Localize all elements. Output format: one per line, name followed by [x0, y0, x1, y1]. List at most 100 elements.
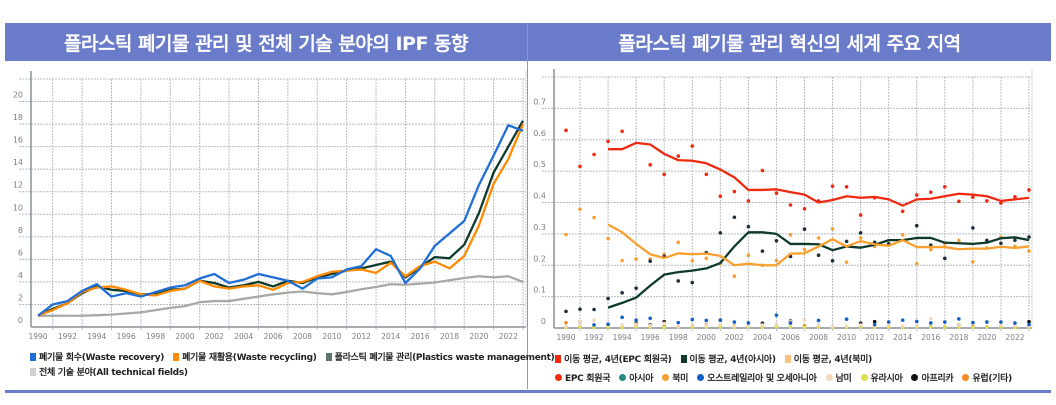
left-y-tick-label: 4: [18, 271, 23, 280]
legend-label: 아프리카: [921, 371, 953, 384]
scatter-point: [775, 191, 779, 195]
left-y-tick-label: 6: [18, 248, 23, 257]
right-x-tick-label: 1992: [585, 333, 604, 342]
scatter-point: [859, 213, 863, 217]
scatter-point: [564, 129, 568, 133]
scatter-point: [620, 129, 624, 133]
scatter-point: [901, 209, 905, 213]
scatter-point: [859, 231, 863, 235]
legend-item-plastics-waste-management: 플라스틱 폐기물 관리(Plastics waste management): [326, 350, 555, 363]
right-y-tick-label: 0.6: [533, 129, 546, 138]
scatter-point: [719, 231, 723, 235]
scatter-point: [929, 248, 933, 252]
legend-item-2: 북미: [662, 371, 688, 384]
left-x-tick-label: 2002: [205, 332, 224, 341]
scatter-point: [831, 227, 835, 231]
legend-swatch: [173, 353, 179, 361]
left-x-tick-label: 2018: [440, 332, 459, 341]
scatter-point: [690, 259, 694, 263]
right-y-tick-label: 0.5: [533, 160, 546, 169]
right-x-tick-label: 2002: [725, 333, 744, 342]
right-y-tick-label: 0.7: [533, 97, 546, 106]
scatter-point: [985, 320, 989, 324]
scatter-point: [803, 318, 807, 322]
scatter-point: [676, 325, 680, 329]
scatter-point: [733, 320, 737, 324]
legend-item-waste-recovery: 폐기물 회수(Waste recovery): [30, 350, 164, 363]
right-x-tick-label: 2012: [865, 333, 884, 342]
scatter-point: [1027, 188, 1031, 192]
scatter-point: [606, 140, 610, 144]
left-x-tick-label: 2006: [264, 332, 283, 341]
right-x-tick-label: 1996: [641, 333, 660, 342]
scatter-point: [733, 324, 737, 328]
scatter-point: [592, 153, 596, 157]
scatter-point: [705, 324, 709, 328]
scatter-point: [775, 313, 779, 317]
left-x-tick-label: 2020: [469, 332, 488, 341]
left-legend: 폐기물 회수(Waste recovery) 폐기물 재활용(Waste rec…: [30, 349, 525, 379]
legend-item-6: 아프리카: [911, 371, 953, 384]
scatter-point: [592, 318, 596, 322]
right-y-tick-label: 0.1: [533, 286, 546, 295]
legend-swatch: [555, 355, 561, 363]
scatter-point: [747, 253, 751, 257]
scatter-point: [676, 321, 680, 325]
scatter-point: [929, 321, 933, 325]
left-x-tick-label: 2000: [175, 332, 194, 341]
right-x-tick-label: 2016: [921, 333, 940, 342]
scatter-point: [719, 318, 723, 322]
scatter-point: [845, 317, 849, 321]
scatter-point: [676, 154, 680, 158]
scatter-point: [761, 249, 765, 253]
scatter-point: [957, 239, 961, 243]
scatter-point: [564, 321, 568, 325]
legend-label: 아시아: [629, 371, 653, 384]
scatter-point: [957, 323, 961, 327]
scatter-point: [1013, 238, 1017, 242]
legend-label: 이동 평균, 4년(아시아): [690, 352, 776, 365]
left-y-tick-label: 20: [13, 91, 23, 100]
legend-item-4: 남미: [826, 371, 852, 384]
scatter-point: [620, 259, 624, 263]
left-x-tick-label: 2014: [381, 332, 400, 341]
scatter-point: [676, 279, 680, 283]
scatter-point: [648, 163, 652, 167]
legend-dot: [619, 374, 626, 381]
scatter-point: [845, 260, 849, 264]
legend-label: 이동 평균, 4년(EPC 회원국): [564, 352, 672, 365]
right-legend: 이동 평균, 4년(EPC 회원국) 이동 평균, 4년(아시아) 이동 평균,…: [555, 349, 1050, 387]
scatter-point: [1027, 235, 1031, 239]
scatter-point: [578, 165, 582, 169]
scatter-point: [705, 172, 709, 176]
legend-dot: [826, 374, 833, 381]
legend-label: 유럽(기타): [972, 371, 1012, 384]
left-y-tick-label: 16: [13, 136, 23, 145]
left-x-tick-label: 1998: [146, 332, 165, 341]
scatter-point: [789, 233, 793, 237]
legend-item-1: 아시아: [619, 371, 653, 384]
right-x-tick-label: 2000: [697, 333, 716, 342]
right-x-tick-label: 1998: [669, 333, 688, 342]
legend-label: 전체 기술 분야(All technical fields): [39, 365, 188, 378]
legend-item-ma-asia: 이동 평균, 4년(아시아): [681, 352, 776, 365]
right-y-tick-label: 0.3: [533, 223, 546, 232]
scatter-point: [690, 144, 694, 148]
scatter-point: [831, 259, 835, 263]
legend-swatch: [681, 355, 687, 363]
scatter-point: [999, 320, 1003, 324]
left-y-tick-label: 10: [13, 203, 23, 212]
right-x-tick-label: 1990: [556, 333, 575, 342]
left-y-tick-label: 0: [18, 316, 23, 325]
scatter-point: [592, 308, 596, 312]
right-x-tick-label: 2020: [977, 333, 996, 342]
legend-label: 폐기물 재활용(Waste recycling): [182, 350, 317, 363]
scatter-point: [775, 259, 779, 263]
legend-swatch: [30, 353, 36, 361]
scatter-point: [831, 325, 835, 329]
scatter-point: [817, 319, 821, 323]
scatter-point: [761, 323, 765, 327]
legend-label: EPC 회원국: [565, 371, 610, 384]
left-x-tick-label: 2004: [234, 332, 253, 341]
